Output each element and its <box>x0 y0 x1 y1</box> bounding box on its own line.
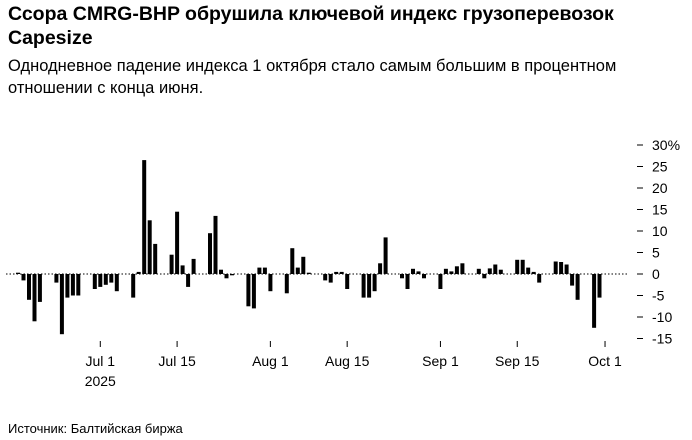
bar-2025-09-04 <box>454 266 459 274</box>
bar-2025-06-25 <box>65 274 70 298</box>
bar-2025-06-18 <box>27 274 31 300</box>
bar-2025-06-16 <box>16 272 20 274</box>
bar-2025-08-20 <box>372 274 377 292</box>
bar-2025-07-22 <box>213 215 218 274</box>
bar-2025-08-27 <box>411 268 415 274</box>
x-tick-label: Aug 1 <box>252 353 289 369</box>
bar-2025-09-30 <box>597 274 602 298</box>
bar-2025-09-12 <box>498 269 503 274</box>
bar-2025-08-01 <box>268 274 273 292</box>
bar-2025-08-08 <box>306 272 311 274</box>
bar-2025-06-20 <box>37 274 42 302</box>
bar-2025-08-04 <box>284 274 289 294</box>
bar-2025-06-23 <box>54 274 59 283</box>
bar-2025-09-26 <box>575 274 580 300</box>
bar-2025-08-28 <box>416 271 421 274</box>
bar-2025-07-15 <box>175 211 180 274</box>
x-tick-label: Oct 1 <box>588 353 622 369</box>
bar-2025-06-26 <box>70 274 75 296</box>
x-tick-label: Jul 1 <box>86 353 116 369</box>
bar-2025-09-16 <box>520 259 525 274</box>
bar-2025-07-08 <box>136 271 141 274</box>
bar-2025-06-19 <box>32 274 37 322</box>
bar-2025-08-05 <box>290 248 295 274</box>
bar-2025-08-07 <box>301 256 306 274</box>
bar-2025-07-21 <box>208 233 212 275</box>
bar-2025-07-01 <box>98 274 103 287</box>
bar-2025-09-10 <box>487 268 492 274</box>
bar-2025-07-11 <box>153 243 158 274</box>
bar-2025-09-03 <box>449 271 454 274</box>
bar-2025-07-29 <box>251 274 256 309</box>
x-tick-label: Sep 1 <box>422 353 459 369</box>
bar-2025-07-07 <box>131 274 136 298</box>
bar-2025-08-18 <box>361 274 366 298</box>
bar-2025-09-19 <box>537 274 542 283</box>
bar-2025-08-13 <box>334 271 339 274</box>
bar-2025-08-21 <box>378 263 383 275</box>
bar-2025-09-02 <box>443 268 448 274</box>
bar-2025-09-24 <box>564 264 569 274</box>
bar-2025-09-29 <box>592 274 597 328</box>
bar-2025-08-12 <box>328 274 333 283</box>
bar-2025-09-09 <box>482 274 487 279</box>
chart-title: Ссора CMRG-BHP обрушила ключевой индекс … <box>8 3 614 49</box>
x-tick-label: 2025 <box>85 373 116 389</box>
y-tick-label: 25 <box>652 159 668 175</box>
y-tick-label: 0 <box>652 266 660 282</box>
bar-2025-09-22 <box>553 261 558 274</box>
y-tick-label: 30% <box>652 137 680 153</box>
source-note: Источник: Балтийская биржа <box>8 421 183 436</box>
bar-2025-07-03 <box>109 274 114 283</box>
chart-subtitle: Однодневное падение индекса 1 октября ст… <box>8 57 617 97</box>
bar-2025-09-05 <box>460 263 465 275</box>
bar-2025-07-10 <box>147 220 152 275</box>
bar-2025-09-15 <box>515 259 520 274</box>
bar-2025-08-25 <box>400 274 404 279</box>
y-tick-label: 15 <box>652 202 668 218</box>
bar-2025-07-28 <box>246 274 251 307</box>
bar-2025-09-23 <box>559 262 564 274</box>
y-tick-label: 10 <box>652 223 668 239</box>
bar-2025-07-02 <box>103 274 108 285</box>
bar-2025-08-15 <box>345 274 350 289</box>
bar-2025-07-31 <box>262 267 267 274</box>
bar-2025-09-08 <box>476 268 481 274</box>
bar-2025-06-17 <box>21 274 26 281</box>
bar-2025-08-26 <box>405 274 410 289</box>
bar-2025-07-09 <box>142 160 147 274</box>
y-tick-label: -10 <box>652 309 672 325</box>
bar-2025-06-30 <box>92 274 97 289</box>
bar-2025-08-11 <box>323 274 328 281</box>
y-tick-label: -15 <box>652 331 672 347</box>
bar-2025-07-30 <box>257 267 262 274</box>
bar-2025-06-24 <box>59 274 64 335</box>
x-tick-label: Sep 15 <box>495 353 540 369</box>
y-tick-label: -5 <box>652 288 665 304</box>
bar-2025-09-17 <box>526 267 531 274</box>
x-tick-label: Jul 15 <box>158 353 196 369</box>
bar-2025-09-01 <box>438 274 443 289</box>
bar-2025-07-24 <box>224 274 229 279</box>
bar-2025-07-25 <box>230 274 234 276</box>
bar-2025-06-27 <box>76 274 81 296</box>
bar-2025-08-14 <box>339 271 344 274</box>
bar-2025-07-14 <box>169 254 174 274</box>
bar-2025-07-18 <box>191 258 196 274</box>
y-tick-label: 20 <box>652 180 668 196</box>
bar-2025-08-06 <box>295 267 300 274</box>
bar-2025-08-29 <box>422 274 426 279</box>
bar-2025-09-11 <box>493 264 498 274</box>
bar-2025-07-17 <box>186 274 191 287</box>
x-tick-label: Aug 15 <box>325 353 370 369</box>
bar-2025-09-18 <box>531 271 536 274</box>
bar-2025-08-19 <box>367 274 372 298</box>
bar-2025-07-04 <box>114 274 119 292</box>
bar-2025-07-16 <box>180 265 185 274</box>
bar-2025-07-23 <box>219 269 223 274</box>
bar-2025-08-22 <box>383 237 388 274</box>
y-tick-label: 5 <box>652 245 660 261</box>
bar-2025-09-25 <box>570 274 575 286</box>
